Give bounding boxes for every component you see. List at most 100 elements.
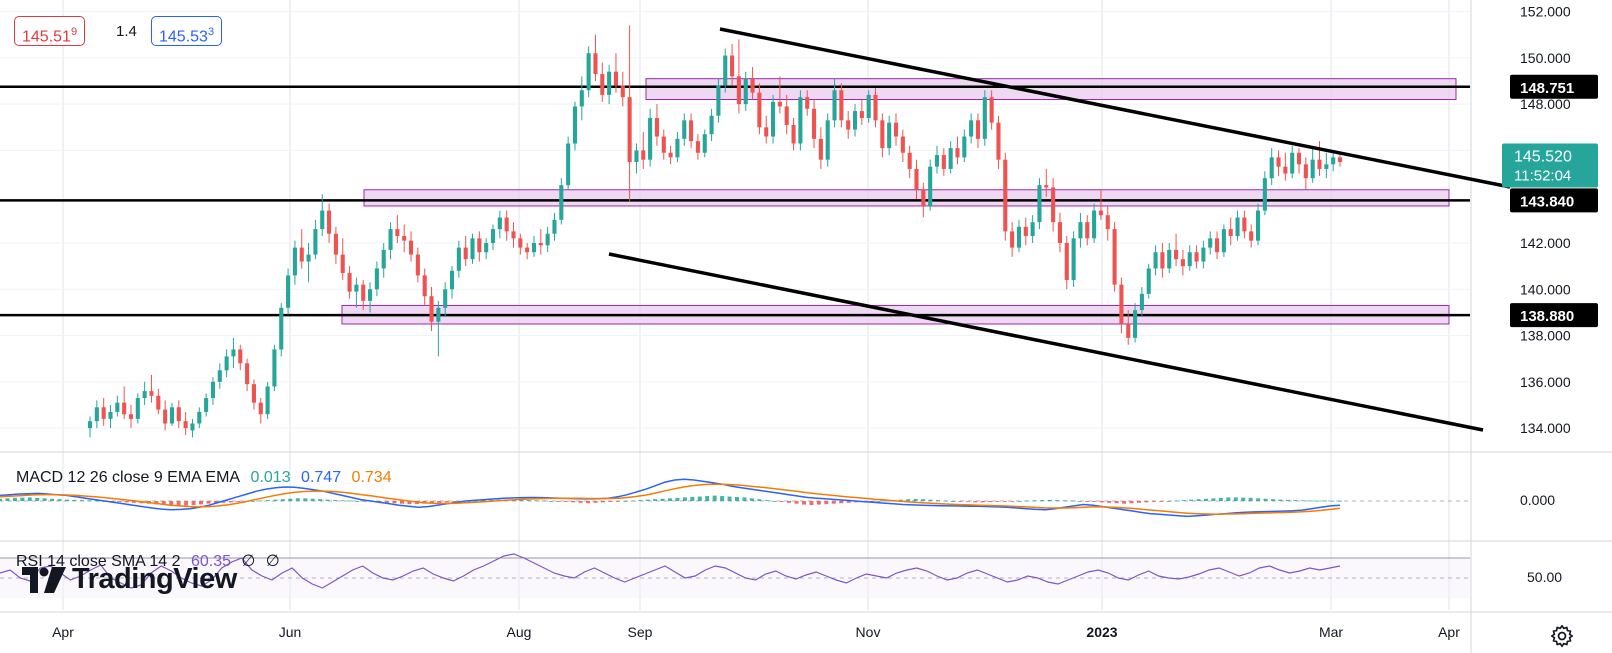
candle-body bbox=[163, 409, 168, 424]
tradingview-logo[interactable]: TradingView bbox=[22, 563, 237, 596]
bid-price-fraction: 9 bbox=[70, 26, 78, 38]
macd-histogram-bar bbox=[720, 496, 725, 501]
candle-body bbox=[948, 148, 953, 169]
macd-histogram-bar bbox=[1047, 499, 1052, 501]
macd-histogram-bar bbox=[1226, 497, 1231, 501]
candle-body bbox=[1139, 293, 1144, 311]
macd-histogram-bar bbox=[1233, 497, 1238, 501]
candle-body bbox=[217, 370, 222, 382]
candle-body bbox=[1228, 229, 1233, 237]
candle-body bbox=[907, 152, 912, 169]
candle-body bbox=[1255, 210, 1261, 241]
macd-histogram-bar bbox=[1204, 498, 1208, 501]
candle-body bbox=[1112, 229, 1117, 285]
time-tick-label: Jun bbox=[279, 624, 302, 640]
candle-body bbox=[593, 53, 598, 75]
candle-body bbox=[914, 168, 919, 190]
macd-histogram-bar bbox=[5, 498, 10, 501]
candle-body bbox=[1283, 166, 1288, 174]
macd-histogram-bar bbox=[541, 500, 546, 502]
candlestick-series bbox=[87, 25, 1343, 438]
candle-body bbox=[791, 124, 796, 144]
macd-histogram-bar bbox=[1189, 499, 1194, 501]
level-price-label: 148.751 bbox=[1520, 80, 1574, 97]
candle-body bbox=[484, 242, 489, 253]
macd-histogram-bar bbox=[839, 501, 844, 504]
macd-histogram-bar bbox=[615, 501, 620, 502]
rsi-legend[interactable]: RSI 14 close SMA 14 2 60.35 ∅ ∅ bbox=[16, 551, 286, 571]
level-price-tag bbox=[1510, 303, 1598, 328]
candle-body bbox=[149, 391, 154, 396]
macd-histogram-bar bbox=[35, 497, 40, 501]
macd-legend[interactable]: MACD 12 26 close 9 EMA EMA 0.013 0.747 0… bbox=[16, 469, 398, 487]
macd-histogram-bar bbox=[779, 501, 784, 502]
macd-histogram-bar bbox=[586, 501, 591, 504]
candle-body bbox=[156, 395, 161, 410]
macd-histogram-bar bbox=[65, 499, 69, 501]
macd-histogram-bar bbox=[764, 500, 769, 501]
candle-body bbox=[620, 85, 625, 98]
upper-trendline[interactable] bbox=[719, 27, 1511, 189]
macd-histogram-bar bbox=[965, 501, 970, 502]
price-tick-label: 142.000 bbox=[1520, 235, 1571, 251]
rsi-axis-label: 50.00 bbox=[1527, 569, 1562, 585]
time-axis[interactable]: Apr Jun Aug Sep Nov 2023 Mar Apr bbox=[52, 624, 1460, 640]
macd-histogram-bar bbox=[936, 500, 940, 501]
candle-body bbox=[866, 94, 871, 119]
candle-body bbox=[777, 101, 782, 107]
candle-body bbox=[982, 97, 987, 139]
candle-body bbox=[1303, 164, 1308, 179]
candle-body bbox=[600, 74, 605, 95]
candle-body bbox=[456, 247, 461, 271]
candle-body bbox=[771, 101, 776, 137]
candle-body bbox=[839, 90, 844, 121]
candle-body bbox=[887, 122, 892, 149]
price-tick-label: 140.000 bbox=[1520, 281, 1571, 297]
macd-histogram-bar bbox=[697, 496, 702, 501]
price-axis[interactable]: 152.000150.000148.000146.000142.000140.0… bbox=[1502, 4, 1598, 585]
time-tick-label: Sep bbox=[628, 624, 653, 640]
macd-histogram-bar bbox=[943, 500, 948, 502]
macd-histogram-bar bbox=[221, 501, 226, 503]
candle-body bbox=[825, 120, 830, 160]
candle-body bbox=[347, 273, 352, 292]
gear-icon[interactable] bbox=[1549, 623, 1575, 649]
ask-price: 145.53 bbox=[159, 28, 208, 46]
macd-histogram-bar bbox=[325, 499, 330, 501]
macd-histogram-bar bbox=[958, 501, 963, 502]
macd-histogram-bar bbox=[481, 500, 486, 501]
ask-price-box[interactable]: 145.533 bbox=[151, 16, 223, 46]
lower-trendline[interactable] bbox=[608, 252, 1484, 432]
macd-histogram-bar bbox=[57, 499, 62, 501]
candle-body bbox=[204, 398, 209, 412]
tradingview-wordmark: TradingView bbox=[72, 563, 237, 595]
candle-body bbox=[1057, 222, 1062, 243]
macd-histogram-bar bbox=[787, 501, 792, 503]
macd-histogram-bar bbox=[444, 501, 449, 503]
candle-body bbox=[784, 106, 789, 125]
macd-histogram-bar bbox=[519, 499, 524, 501]
candle-body bbox=[429, 296, 434, 322]
candle-body bbox=[245, 363, 250, 385]
bid-price-box[interactable]: 145.519 bbox=[14, 16, 86, 46]
trend-channel[interactable] bbox=[608, 27, 1511, 432]
candle-body bbox=[989, 97, 994, 123]
candle-body bbox=[415, 254, 420, 276]
macd-histogram-bar bbox=[772, 501, 777, 502]
candle-body bbox=[1071, 238, 1076, 281]
ask-price-fraction: 3 bbox=[207, 26, 215, 38]
candle-body bbox=[723, 55, 728, 86]
macd-histogram-bar bbox=[668, 498, 672, 501]
macd-histogram-bar bbox=[12, 497, 17, 501]
candle-body bbox=[579, 90, 584, 107]
candle-body bbox=[1194, 252, 1199, 262]
candle-body bbox=[805, 97, 810, 109]
macd-histogram-bar bbox=[1025, 500, 1030, 502]
macd-histogram-bar bbox=[124, 501, 129, 503]
macd-histogram-bar bbox=[1114, 501, 1119, 504]
macd-histogram-bar bbox=[1159, 501, 1164, 502]
candle-body bbox=[1337, 157, 1343, 162]
price-tick-label: 148.000 bbox=[1520, 96, 1571, 112]
macd-histogram-bar bbox=[556, 501, 561, 502]
